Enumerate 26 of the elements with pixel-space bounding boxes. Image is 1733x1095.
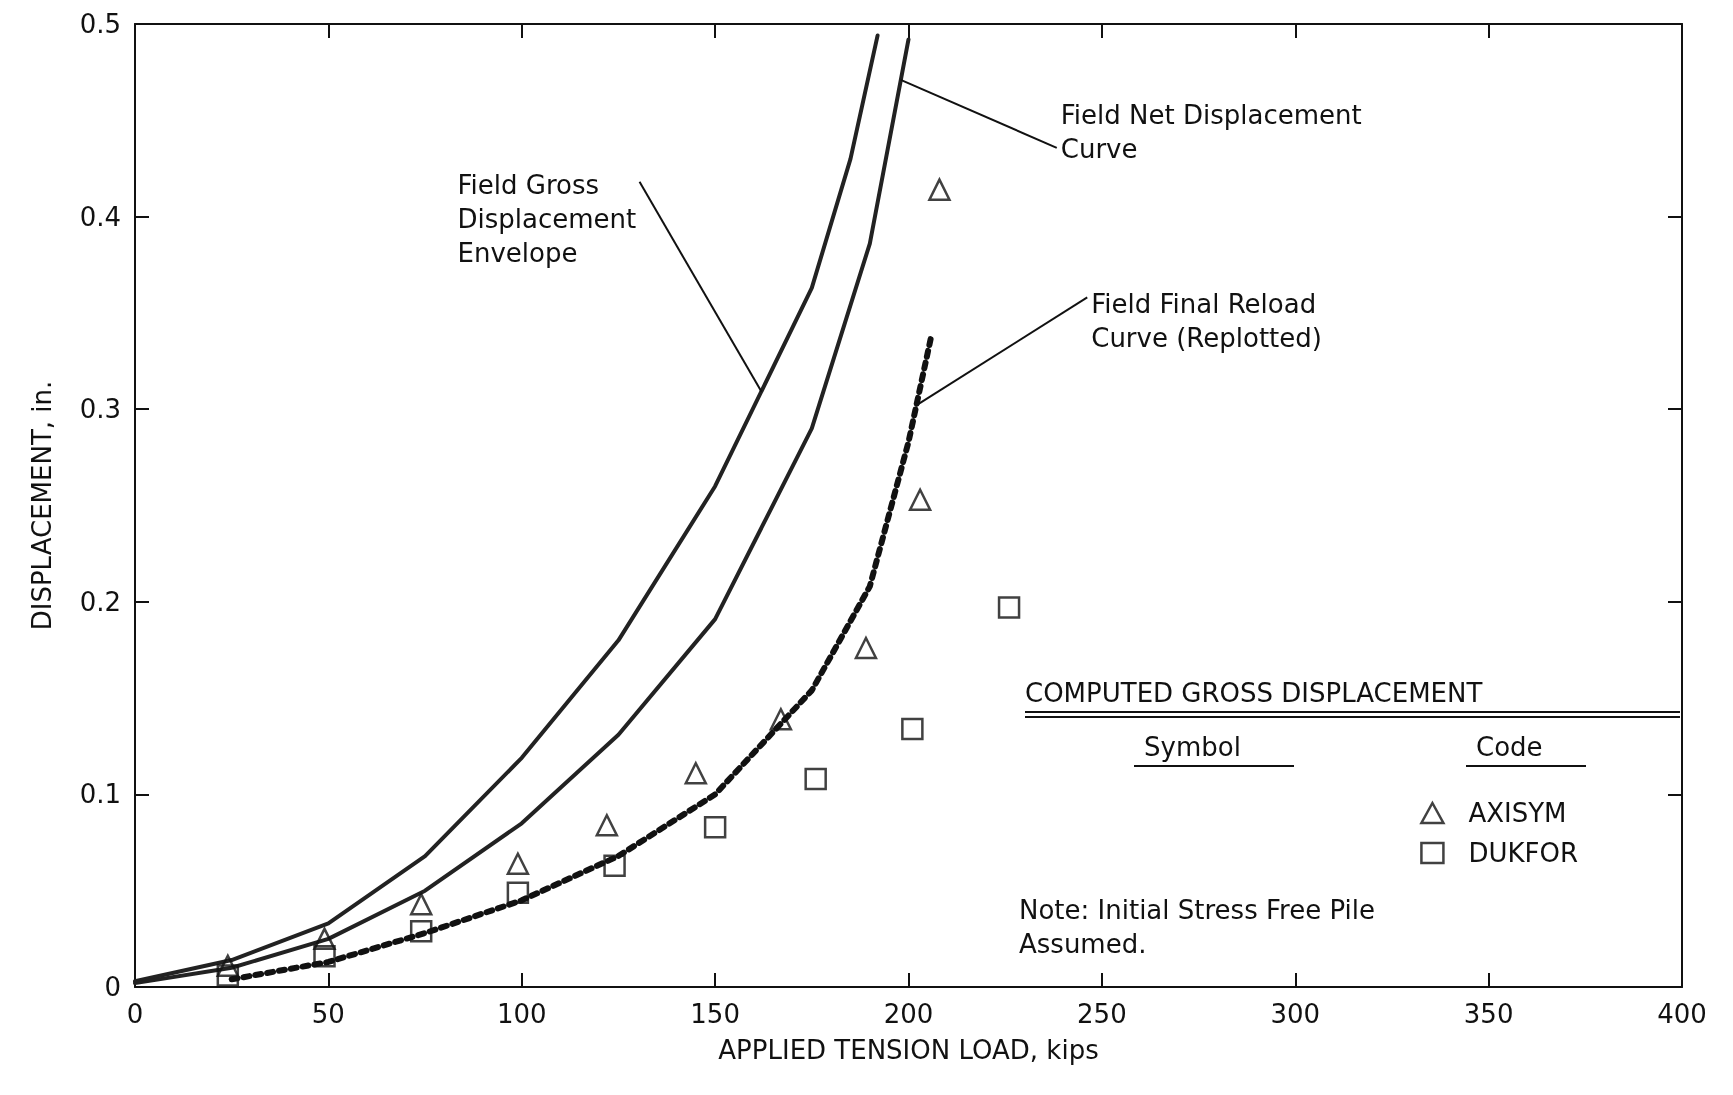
x-tick-label: 150 bbox=[690, 999, 740, 1029]
y-tick-label: 0.4 bbox=[79, 201, 121, 232]
y-tick-label: 0.1 bbox=[79, 779, 121, 810]
x-tick-label: 0 bbox=[126, 999, 144, 1029]
annotation: Symbol bbox=[1144, 732, 1241, 762]
y-tick-label: 0.2 bbox=[79, 586, 121, 617]
x-tick-label: 200 bbox=[883, 999, 934, 1029]
annotation: Field Net Displacement Curve bbox=[1060, 99, 1362, 164]
x-tick-label: 250 bbox=[1077, 999, 1127, 1029]
y-tick-label: 0.3 bbox=[79, 394, 121, 425]
x-tick-label: 400 bbox=[1657, 999, 1707, 1029]
x-axis-title: APPLIED TENSION LOAD, kips bbox=[718, 1035, 1099, 1065]
x-tick-label: 100 bbox=[496, 999, 547, 1029]
x-tick-label: 50 bbox=[311, 999, 345, 1029]
y-tick-label: 0.5 bbox=[79, 9, 121, 39]
annotation: Note: Initial Stress Free Pile Assumed. bbox=[1019, 895, 1375, 959]
annotation: Field Final Reload Curve (Replotted) bbox=[1091, 289, 1322, 354]
legend-label: AXISYM bbox=[1468, 798, 1567, 828]
y-tick-label: 0 bbox=[104, 972, 121, 1002]
annotation: Code bbox=[1476, 732, 1543, 762]
y-axis-title: DISPLACEMENT, in. bbox=[27, 380, 57, 631]
legend-label: DUKFOR bbox=[1468, 838, 1579, 868]
x-tick-label: 350 bbox=[1463, 999, 1514, 1029]
annotation: Field Gross Displacement Envelope bbox=[457, 169, 637, 268]
x-tick-label: 300 bbox=[1270, 999, 1321, 1029]
legend-title: COMPUTED GROSS DISPLACEMENT bbox=[1025, 678, 1483, 708]
